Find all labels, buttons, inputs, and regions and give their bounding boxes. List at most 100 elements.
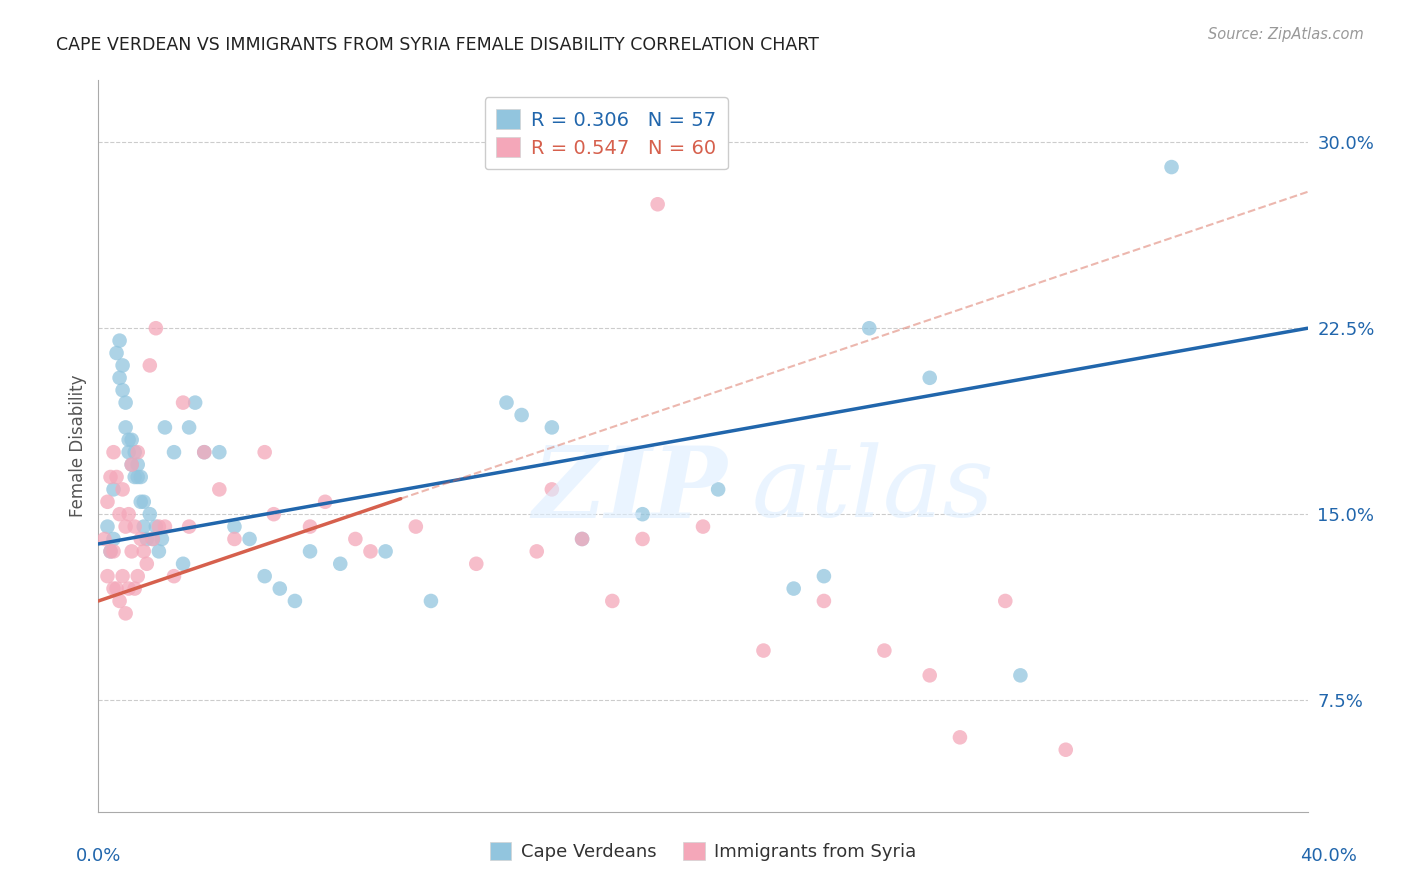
- Point: [647, 197, 669, 211]
- Point: [420, 594, 443, 608]
- Point: [121, 433, 143, 447]
- Point: [148, 519, 170, 533]
- Point: [124, 470, 146, 484]
- Point: [314, 495, 336, 509]
- Point: [208, 445, 231, 459]
- Point: [540, 420, 562, 434]
- Point: [172, 395, 194, 409]
- Point: [813, 594, 835, 608]
- Point: [172, 557, 194, 571]
- Point: [208, 483, 231, 497]
- Point: [918, 668, 941, 682]
- Point: [269, 582, 291, 596]
- Point: [145, 519, 167, 533]
- Point: [571, 532, 593, 546]
- Point: [100, 544, 122, 558]
- Point: [1054, 743, 1077, 757]
- Y-axis label: Female Disability: Female Disability: [69, 375, 87, 517]
- Text: 40.0%: 40.0%: [1301, 847, 1357, 865]
- Point: [994, 594, 1017, 608]
- Point: [100, 470, 122, 484]
- Point: [111, 359, 134, 373]
- Point: [360, 544, 382, 558]
- Point: [139, 507, 162, 521]
- Point: [108, 371, 131, 385]
- Point: [631, 507, 654, 521]
- Point: [263, 507, 285, 521]
- Legend: Cape Verdeans, Immigrants from Syria: Cape Verdeans, Immigrants from Syria: [482, 835, 924, 869]
- Point: [118, 582, 141, 596]
- Point: [114, 519, 136, 533]
- Point: [121, 458, 143, 472]
- Point: [127, 569, 149, 583]
- Point: [707, 483, 730, 497]
- Point: [124, 582, 146, 596]
- Point: [105, 346, 128, 360]
- Point: [344, 532, 367, 546]
- Point: [111, 383, 134, 397]
- Text: Source: ZipAtlas.com: Source: ZipAtlas.com: [1208, 27, 1364, 42]
- Point: [179, 519, 201, 533]
- Point: [93, 532, 115, 546]
- Point: [118, 433, 141, 447]
- Point: [405, 519, 427, 533]
- Point: [124, 519, 146, 533]
- Point: [253, 569, 276, 583]
- Point: [96, 495, 118, 509]
- Point: [121, 544, 143, 558]
- Point: [602, 594, 624, 608]
- Point: [100, 544, 122, 558]
- Point: [103, 445, 125, 459]
- Point: [96, 519, 118, 533]
- Point: [374, 544, 396, 558]
- Point: [1160, 160, 1182, 174]
- Point: [224, 519, 246, 533]
- Point: [142, 532, 165, 546]
- Point: [118, 445, 141, 459]
- Point: [103, 582, 125, 596]
- Point: [193, 445, 215, 459]
- Point: [153, 519, 176, 533]
- Text: 0.0%: 0.0%: [76, 847, 121, 865]
- Point: [153, 420, 176, 434]
- Point: [783, 582, 806, 596]
- Point: [135, 532, 157, 546]
- Point: [631, 532, 654, 546]
- Point: [163, 569, 186, 583]
- Point: [129, 470, 152, 484]
- Point: [224, 532, 246, 546]
- Point: [142, 532, 165, 546]
- Point: [299, 519, 322, 533]
- Point: [752, 643, 775, 657]
- Point: [184, 395, 207, 409]
- Text: ZIP: ZIP: [533, 442, 727, 538]
- Point: [526, 544, 548, 558]
- Point: [949, 731, 972, 745]
- Point: [108, 507, 131, 521]
- Point: [114, 395, 136, 409]
- Point: [179, 420, 201, 434]
- Point: [1010, 668, 1032, 682]
- Point: [163, 445, 186, 459]
- Point: [139, 359, 162, 373]
- Point: [692, 519, 714, 533]
- Point: [135, 557, 157, 571]
- Point: [111, 569, 134, 583]
- Point: [193, 445, 215, 459]
- Point: [121, 458, 143, 472]
- Point: [105, 582, 128, 596]
- Point: [132, 495, 155, 509]
- Point: [111, 483, 134, 497]
- Point: [813, 569, 835, 583]
- Text: atlas: atlas: [751, 442, 994, 538]
- Point: [873, 643, 896, 657]
- Point: [571, 532, 593, 546]
- Point: [114, 420, 136, 434]
- Point: [918, 371, 941, 385]
- Point: [540, 483, 562, 497]
- Point: [495, 395, 517, 409]
- Point: [253, 445, 276, 459]
- Point: [145, 321, 167, 335]
- Point: [114, 607, 136, 621]
- Point: [239, 532, 262, 546]
